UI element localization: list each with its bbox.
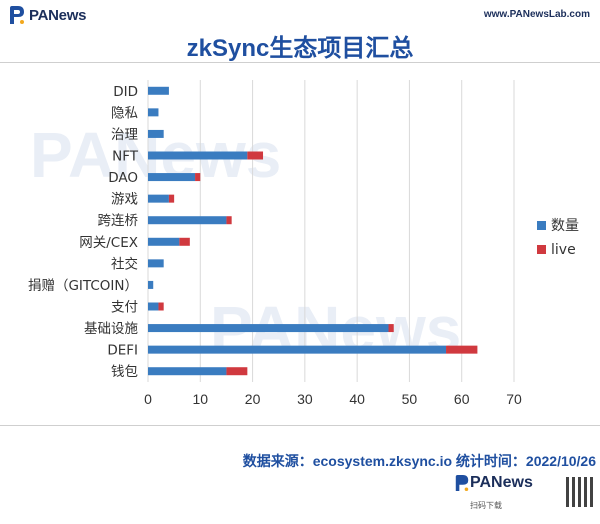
category-label: 钱包 (111, 364, 138, 380)
bar-count (148, 86, 169, 95)
bar-count (148, 129, 164, 138)
legend-label: live (551, 242, 576, 258)
footer-brand: PANews (470, 474, 533, 491)
bar-count (148, 237, 180, 246)
category-label: 社交 (111, 255, 138, 272)
category-label: DAO (108, 170, 138, 186)
panews-logo-icon (455, 475, 469, 491)
legend-label: 数量 (551, 218, 579, 234)
bar-count (148, 345, 447, 354)
chart-title: zkSync生态项目汇总 (186, 35, 414, 62)
bar-count (148, 324, 389, 333)
brand-name: PANews (29, 6, 87, 24)
panews-logo-icon (10, 6, 24, 24)
bar-count (148, 367, 227, 376)
category-label: 跨连桥 (98, 213, 139, 229)
category-label: 游戏 (111, 192, 138, 208)
bar-live (446, 345, 478, 354)
chart-frame (0, 62, 600, 426)
legend-swatch (537, 245, 546, 254)
bar-live (179, 237, 190, 246)
bar-count (148, 302, 159, 311)
x-tick-label: 40 (349, 391, 365, 407)
category-label: DID (113, 84, 138, 100)
category-label: 捐赠（GITCOIN） (28, 278, 138, 294)
footer-logo: PANews (454, 474, 533, 492)
brand-logo: PANews (8, 5, 86, 25)
bar-count (148, 216, 227, 225)
legend-swatch (537, 221, 546, 230)
footer-subtext: 扫码下载 (470, 501, 502, 510)
bar-live (226, 216, 232, 225)
bar-count (148, 194, 169, 203)
footer (0, 474, 600, 524)
x-tick-label: 10 (192, 391, 208, 407)
bar-live (168, 194, 175, 203)
bar-count (148, 108, 159, 117)
bar-live (247, 151, 264, 160)
x-tick-label: 30 (297, 391, 313, 407)
top-bar: PANews www.PANewsLab.com (0, 0, 600, 30)
x-tick-label: 70 (506, 391, 522, 407)
category-label: 网关/CEX (79, 235, 138, 251)
bar-live (226, 367, 248, 376)
x-tick-label: 60 (454, 391, 470, 407)
x-tick-label: 0 (144, 391, 152, 407)
category-label: 基础设施 (84, 320, 138, 337)
category-label: NFT (112, 149, 139, 165)
category-label: 治理 (111, 127, 138, 143)
qr-code-icon[interactable] (566, 477, 596, 507)
bar-count (148, 280, 154, 289)
category-label: DEFI (107, 343, 138, 359)
x-tick-label: 20 (245, 391, 261, 407)
bar-count (148, 259, 164, 268)
x-tick-label: 50 (402, 391, 418, 407)
bar-count (148, 173, 196, 182)
category-label: 支付 (111, 300, 138, 316)
bar-count (148, 151, 248, 160)
site-url: www.PANewsLab.com (483, 9, 590, 20)
bar-live (195, 173, 201, 182)
bar-live (158, 302, 164, 311)
category-label: 隐私 (111, 105, 138, 121)
data-source-note: 数据来源：ecosystem.zksync.io 统计时间：2022/10/26 (242, 453, 596, 469)
bar-live (388, 324, 394, 333)
